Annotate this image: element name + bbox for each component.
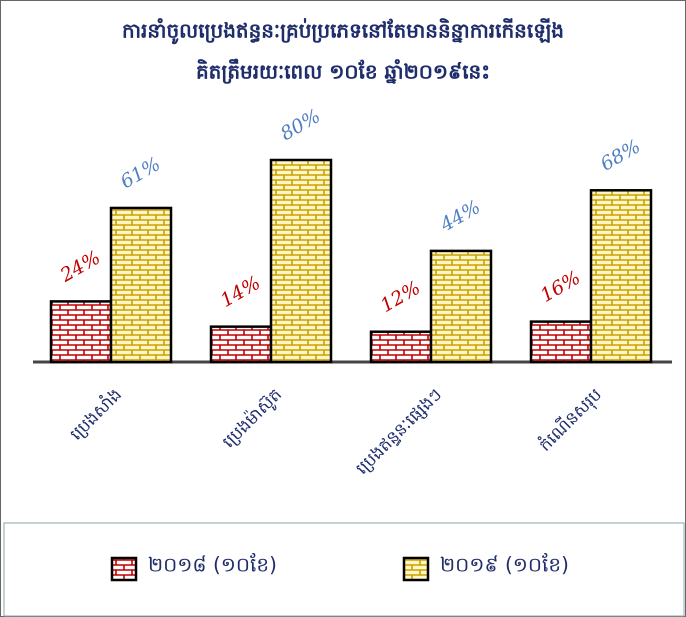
bar	[209, 325, 273, 364]
legend-box	[3, 522, 685, 617]
legend-label: ២០១៩ (១០ខែ)	[440, 553, 569, 577]
bar	[269, 158, 333, 364]
legend-swatch	[402, 556, 430, 582]
bar	[589, 189, 653, 364]
legend-swatch	[110, 556, 138, 582]
chart-subtitle: គិតត្រឹមរយៈពេល ១០ខែ ឆ្នាំ២០១៩នេះ	[196, 59, 490, 85]
bar	[49, 300, 113, 364]
bar	[109, 206, 173, 364]
bar	[429, 249, 493, 364]
legend-label: ២០១៨ (១០ខែ)	[148, 553, 277, 577]
bar	[529, 320, 593, 364]
bar	[369, 330, 433, 364]
chart-title: ការនាំចូលប្រេងឥន្ធនៈគ្រប់ប្រភេទនៅតែមាននិ…	[122, 18, 564, 45]
